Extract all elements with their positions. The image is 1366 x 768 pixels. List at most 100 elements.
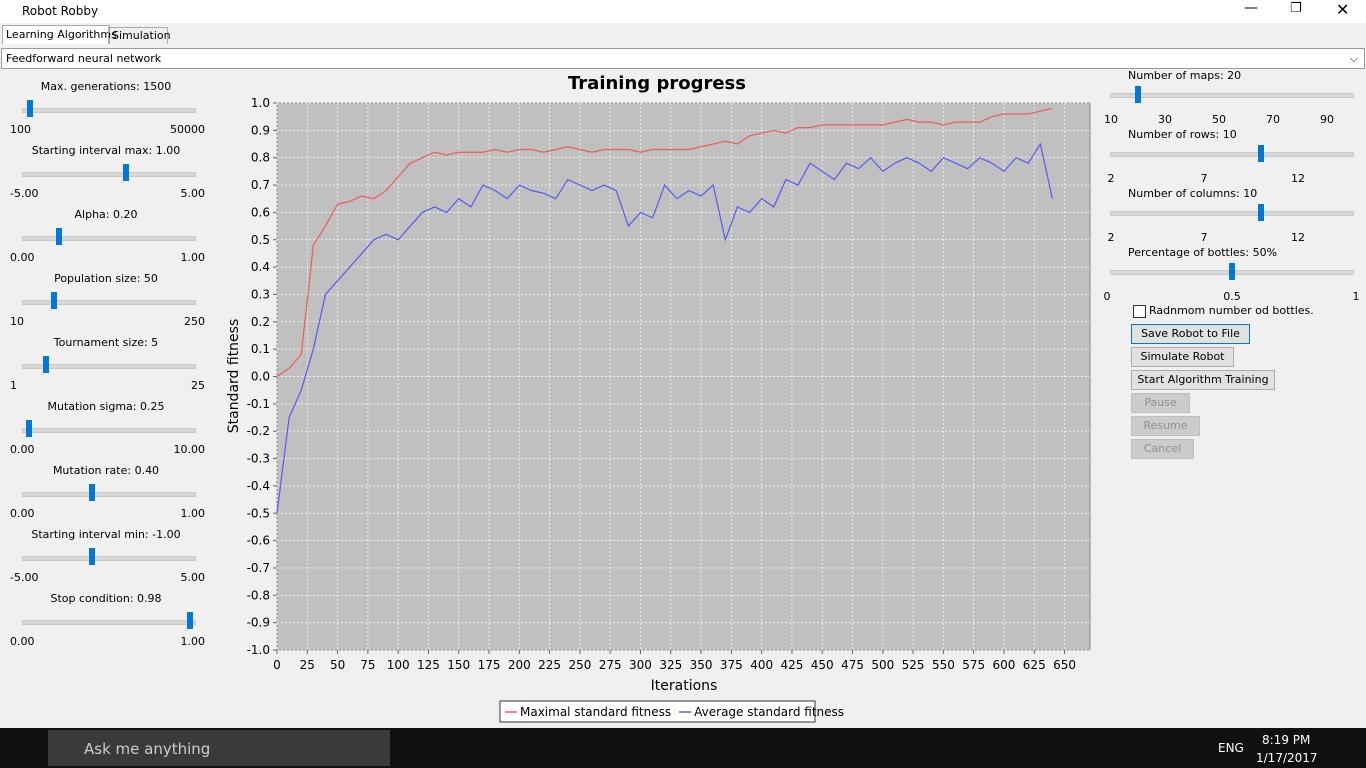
- x-tick-label: 250: [568, 658, 591, 672]
- slider-label: Tournament size: 5: [53, 336, 159, 349]
- x-tick-label: 225: [538, 658, 561, 672]
- search-box[interactable]: [48, 730, 390, 766]
- slider-thumb[interactable]: [50, 292, 57, 309]
- language: ENG: [1218, 741, 1244, 755]
- slider-track[interactable]: [1110, 152, 1354, 157]
- slider-label: Mutation rate: 0.40: [52, 464, 160, 477]
- slider-tick-label: 0: [1103, 290, 1111, 303]
- y-tick-label: 1.0: [251, 96, 270, 110]
- slider-thumb[interactable]: [55, 228, 62, 245]
- button[interactable]: Save Robot to File: [1131, 324, 1250, 344]
- slider-min: 1: [10, 379, 17, 392]
- button[interactable]: Resume: [1131, 416, 1200, 436]
- x-tick-label: 275: [599, 658, 622, 672]
- slider-track[interactable]: [22, 492, 196, 497]
- slider-max: 10.00: [173, 443, 206, 456]
- slider-tick-label: 50: [1212, 113, 1226, 126]
- x-tick-label: 325: [659, 658, 682, 672]
- x-tick-label: 525: [902, 658, 925, 672]
- close[interactable]: ✕: [1336, 0, 1350, 19]
- slider-thumb[interactable]: [27, 100, 34, 117]
- dropdown[interactable]: Feedforward neural network ⌵: [1, 48, 1365, 69]
- dropdown-text: Feedforward neural network: [6, 52, 162, 65]
- slider-max: 1.00: [180, 251, 206, 264]
- x-tick-label: 450: [811, 658, 834, 672]
- checkbox-label: Radnmom number od bottles.: [1149, 304, 1314, 317]
- slider-thumb[interactable]: [186, 612, 193, 629]
- slider-label: Alpha: 0.20: [74, 208, 138, 221]
- slider-track[interactable]: [22, 300, 196, 305]
- y-tick-label: 0.3: [251, 287, 270, 301]
- y-tick-label: -0.4: [247, 479, 270, 493]
- x-tick-label: 300: [629, 658, 652, 672]
- x-tick-label: 600: [993, 658, 1016, 672]
- clock-date: 1/17/2017: [1256, 751, 1318, 765]
- slider-label: Mutation sigma: 0.25: [47, 400, 165, 413]
- button[interactable]: Simulate Robot: [1131, 347, 1234, 367]
- slider-thumb[interactable]: [1229, 263, 1235, 280]
- slider-tick-label: 30: [1158, 113, 1172, 126]
- slider-label: Percentage of bottles: 50%: [1128, 246, 1278, 259]
- slider-track[interactable]: [22, 556, 196, 561]
- y-tick-label: 0.9: [251, 123, 270, 137]
- slider-thumb[interactable]: [1258, 145, 1264, 162]
- checkbox[interactable]: [1133, 305, 1146, 318]
- y-tick-label: -1.0: [247, 643, 270, 657]
- tab[interactable]: Simulation: [108, 27, 171, 44]
- y-tick-label: -0.3: [247, 452, 270, 466]
- slider-thumb[interactable]: [1258, 204, 1264, 221]
- slider-tick-label: 90: [1320, 113, 1334, 126]
- tab[interactable]: Learning Algorithms: [2, 25, 117, 44]
- slider-tick-label: 0.5: [1223, 290, 1241, 303]
- x-tick-label: 150: [447, 658, 470, 672]
- button[interactable]: Start Algorithm Training: [1131, 370, 1275, 390]
- slider-tick-label: 7: [1200, 231, 1208, 244]
- slider-track[interactable]: [22, 428, 196, 433]
- slider-track[interactable]: [22, 172, 196, 177]
- slider-label: Starting interval min: -1.00: [31, 528, 181, 541]
- x-tick-label: 50: [330, 658, 345, 672]
- slider-thumb[interactable]: [89, 484, 96, 501]
- button[interactable]: Pause: [1131, 393, 1190, 413]
- y-tick-label: 0.4: [251, 260, 270, 274]
- line: [276, 142, 1054, 514]
- slider-track[interactable]: [22, 620, 196, 625]
- y-tick-label: -0.1: [247, 397, 270, 411]
- slider-label: Number of columns: 10: [1128, 187, 1258, 200]
- slider-tick-label: 10: [1104, 113, 1118, 126]
- slider-thumb[interactable]: [43, 356, 49, 373]
- y-tick-label: -0.2: [247, 424, 270, 438]
- slider-tick-label: 70: [1266, 113, 1280, 126]
- slider-thumb[interactable]: [26, 420, 33, 437]
- slider-thumb[interactable]: [122, 164, 129, 181]
- slider-track[interactable]: [1110, 211, 1354, 216]
- slider-label: Number of maps: 20: [1128, 69, 1242, 82]
- slider-max: 25: [191, 379, 205, 392]
- clock-time: 8:19 PM: [1262, 733, 1311, 747]
- slider-track[interactable]: [22, 108, 196, 113]
- slider-thumb[interactable]: [1135, 86, 1141, 103]
- minimize[interactable]: —: [1244, 0, 1258, 16]
- x-tick-label: 0: [273, 658, 281, 672]
- maximize[interactable]: ❐: [1290, 1, 1302, 16]
- line: [276, 107, 1053, 377]
- x-tick-label: 200: [508, 658, 531, 672]
- dropdown-arrow: ⌵: [1349, 52, 1358, 65]
- legend-label: Average standard fitness: [694, 705, 844, 719]
- slider-thumb[interactable]: [89, 548, 96, 565]
- slider-label: Max. generations: 1500: [40, 80, 172, 93]
- button[interactable]: Cancel: [1131, 439, 1194, 459]
- x-tick-label: 350: [690, 658, 713, 672]
- slider-track[interactable]: [22, 236, 196, 241]
- slider-min: 0.00: [10, 635, 35, 648]
- slider-label: Number of rows: 10: [1128, 128, 1237, 141]
- x-tick-label: 375: [720, 658, 743, 672]
- slider-max: 50000: [170, 123, 205, 136]
- slider-track[interactable]: [1110, 93, 1354, 98]
- slider-min: 0.00: [10, 507, 35, 520]
- slider-track[interactable]: [22, 364, 196, 369]
- window-title: Robot Robby: [22, 4, 99, 18]
- y-tick-label: 0.2: [251, 315, 270, 329]
- slider-min: 0.00: [10, 251, 35, 264]
